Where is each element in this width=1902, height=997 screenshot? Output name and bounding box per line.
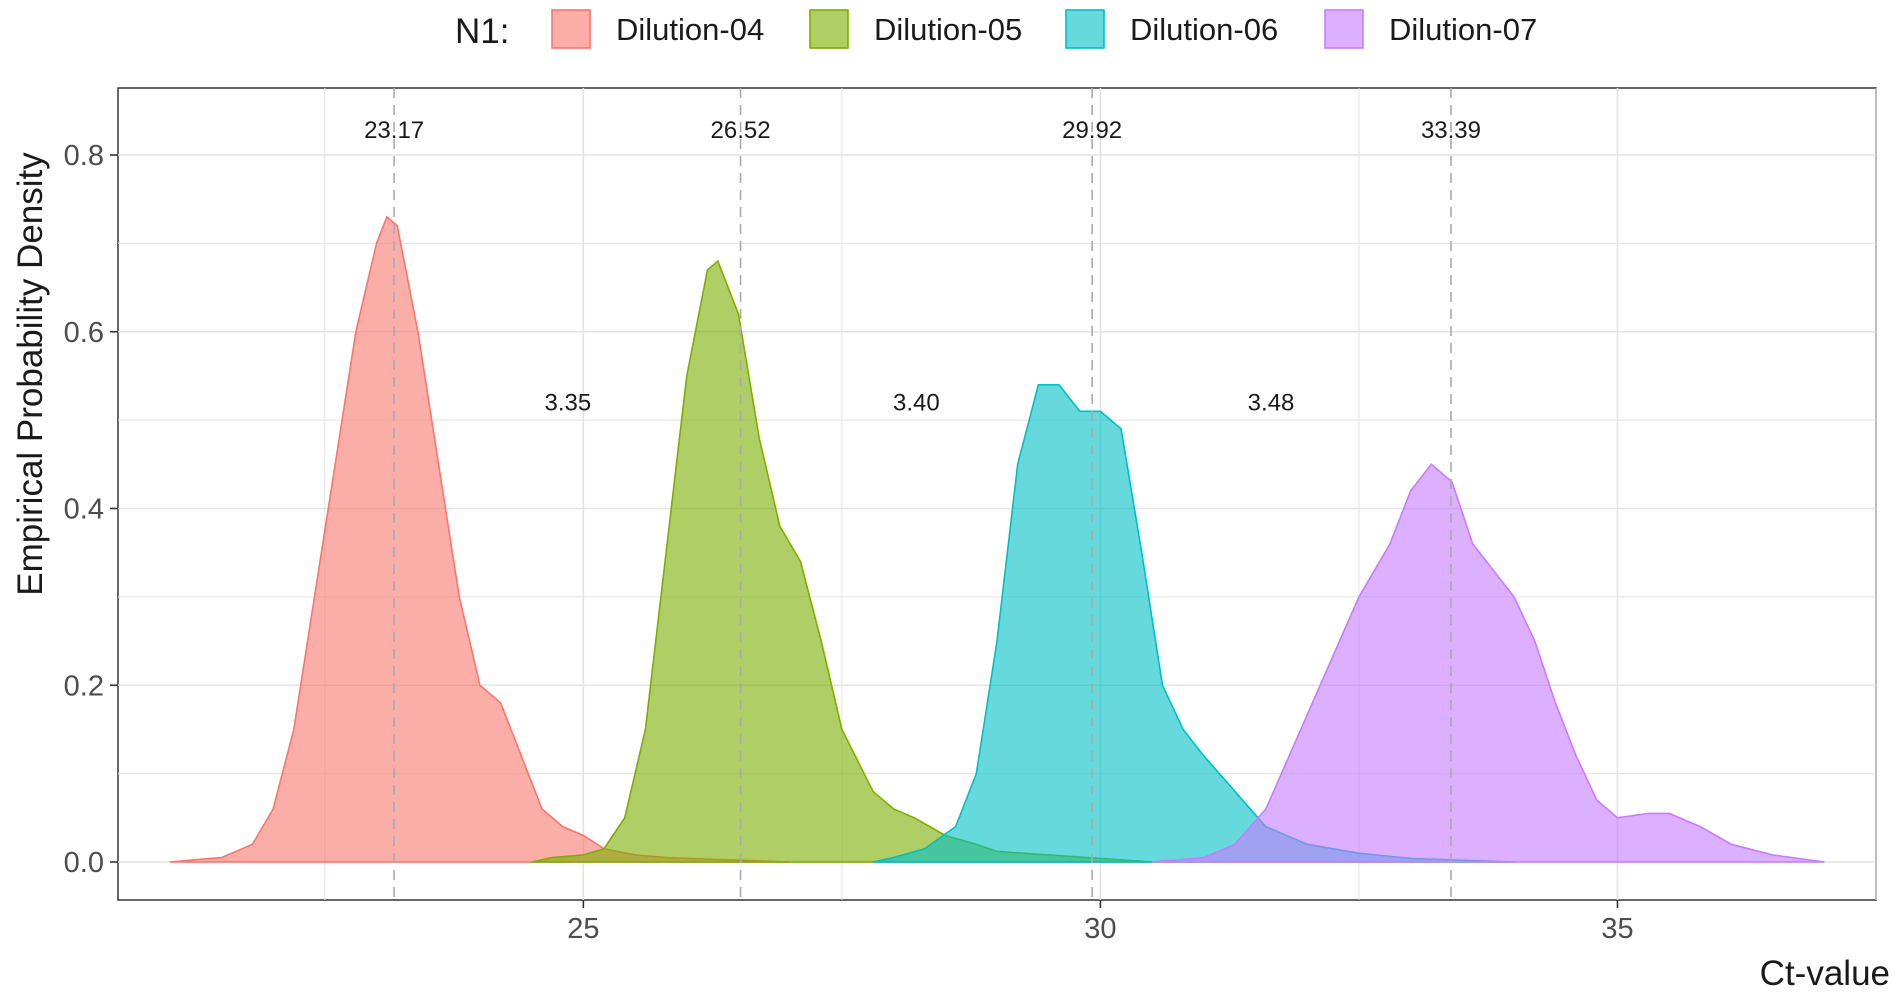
y-tick-label: 0.0	[64, 847, 104, 879]
legend-key	[1065, 9, 1105, 49]
y-axis-label: Empirical Probability Density	[11, 152, 50, 596]
mean-label-dilution-06: 29.92	[1062, 117, 1122, 144]
y-tick-label: 0.2	[64, 670, 104, 702]
legend-label: Dilution-07	[1389, 12, 1537, 47]
legend-label: Dilution-05	[874, 12, 1022, 47]
x-tick-label: 35	[1601, 913, 1633, 945]
axes: 25 30 35 0.0 0.2 0.4 0.6 0.8	[64, 140, 1634, 945]
legend-item-dilution-06: Dilution-06	[1065, 9, 1278, 49]
y-tick-label: 0.8	[64, 140, 104, 172]
legend-item-dilution-07: Dilution-07	[1324, 9, 1537, 49]
mean-label-dilution-05: 26.52	[711, 117, 771, 144]
legend-key	[551, 9, 591, 49]
mean-lines: 23.17 26.52 29.92 33.39	[364, 88, 1481, 900]
density-area-dilution-07	[1152, 463, 1825, 863]
legend-label: Dilution-04	[616, 12, 764, 47]
x-axis-label: Ct-value	[1760, 954, 1890, 992]
legend-label: Dilution-06	[1130, 12, 1278, 47]
legend: N1:	[455, 12, 509, 51]
mean-label-dilution-04: 23.17	[364, 117, 424, 144]
density-areas	[169, 215, 1825, 863]
annotations: 3.35 3.40 3.48	[544, 389, 1294, 416]
legend-item-dilution-04: Dilution-04	[551, 9, 764, 49]
y-tick-label: 0.4	[64, 494, 104, 526]
difference-label: 3.35	[544, 389, 591, 416]
legend-key	[1324, 9, 1364, 49]
y-tick-label: 0.6	[64, 317, 104, 349]
mean-label-dilution-07: 33.39	[1421, 117, 1481, 144]
legend-entries: Dilution-04 Dilution-05 Dilution-06 Dilutio…	[551, 9, 1537, 49]
x-tick-label: 30	[1084, 913, 1116, 945]
legend-item-dilution-05: Dilution-05	[809, 9, 1022, 49]
x-tick-label: 25	[567, 913, 599, 945]
difference-label: 3.40	[893, 389, 940, 416]
difference-label: 3.48	[1248, 389, 1295, 416]
legend-title: N1:	[455, 12, 509, 51]
legend-key	[809, 9, 849, 49]
